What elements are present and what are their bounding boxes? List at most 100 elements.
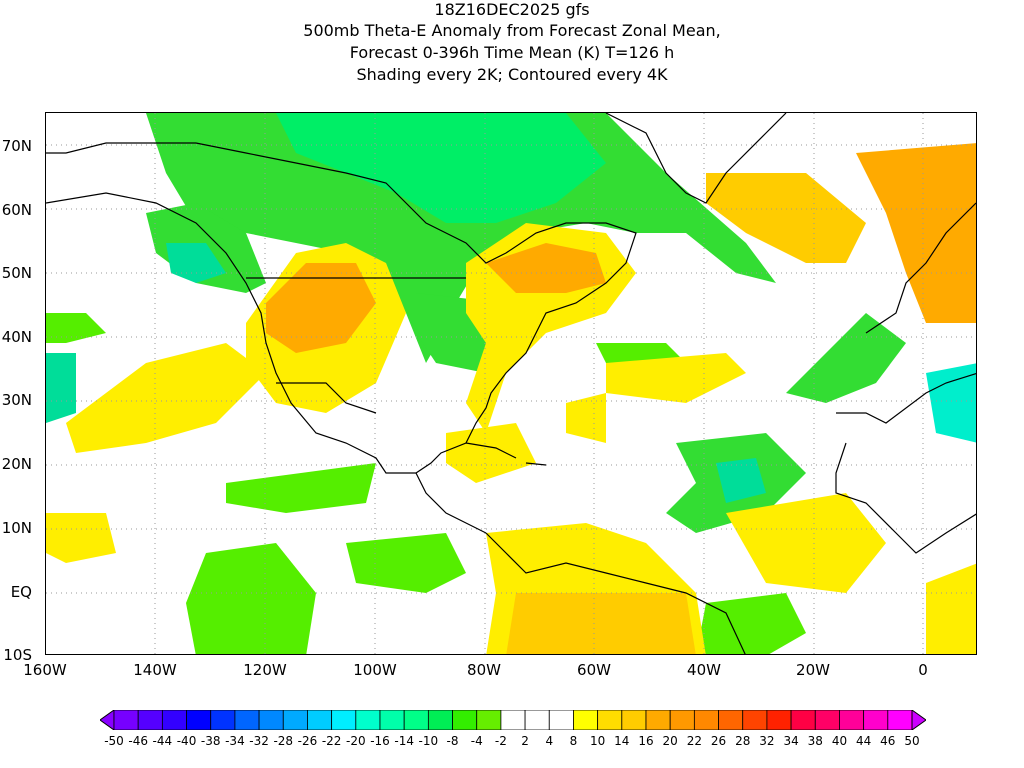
x-tick-label: 20W <box>796 661 830 679</box>
colorbar-label: -50 <box>104 734 124 748</box>
shade-region-samerica-green <box>696 593 806 654</box>
colorbar-label: -2 <box>494 734 507 748</box>
shade-region-atlantic-teal <box>716 458 766 503</box>
shade-region-iberia-green <box>786 313 906 403</box>
colorbar-label: -40 <box>176 734 197 748</box>
x-tick-label: 140W <box>133 661 177 679</box>
colorbar-swatch <box>452 710 478 730</box>
colorbar-swatch <box>814 710 840 730</box>
y-tick-label: 30N <box>1 391 32 409</box>
colorbar-swatch <box>258 710 284 730</box>
colorbar-swatch <box>113 710 139 730</box>
x-tick-label: 40W <box>687 661 721 679</box>
gridlines <box>46 113 976 654</box>
colorbar-label: 38 <box>807 734 823 748</box>
y-tick-label: 70N <box>1 137 32 155</box>
colorbar-label: 28 <box>735 734 751 748</box>
shade-region-pacific-yellow-1 <box>66 343 266 453</box>
x-tick-label: 100W <box>353 661 397 679</box>
colorbar-label: -4 <box>470 734 483 748</box>
colorbar-swatch <box>693 710 719 730</box>
shade-region-atlantic-yellow-1 <box>606 353 746 403</box>
shade-region-atlantic-yellow-3 <box>726 493 886 593</box>
y-tick-label: 10N <box>1 519 32 537</box>
shade-region-atlantic-orange <box>706 173 866 263</box>
colorbar-swatch <box>476 710 502 730</box>
coastline-cuba <box>465 442 517 459</box>
shade-region-gulf-yellow <box>446 423 536 483</box>
colorbar-label: 8 <box>569 734 578 748</box>
map-plot-area <box>45 112 977 655</box>
x-tick-label: 120W <box>243 661 287 679</box>
colorbar-label: -10 <box>418 734 439 748</box>
colorbar-swatch <box>621 710 647 730</box>
y-tick-label: 20N <box>1 455 32 473</box>
colorbar-label: -14 <box>394 734 414 748</box>
colorbar-swatch <box>766 710 792 730</box>
colorbar-swatch <box>161 710 187 730</box>
colorbar-swatch <box>234 710 260 730</box>
shade-region-pacific-green-4 <box>346 533 466 593</box>
colorbar-swatch <box>669 710 695 730</box>
shade-region-pacific-green-1 <box>46 313 106 343</box>
y-tick-label: EQ <box>10 583 32 601</box>
shade-region-ne-us-orange <box>486 243 606 293</box>
shade-region-samerica-orange <box>506 593 696 654</box>
coastline-central-america <box>415 472 487 534</box>
shade-region-europe-orange <box>856 143 976 323</box>
coastline-europe <box>865 202 976 334</box>
y-tick-label: 50N <box>1 264 32 282</box>
colorbar-swatch <box>573 710 599 730</box>
title-line-1: 18Z16DEC2025 gfs <box>434 0 590 19</box>
title-line-3: Forecast 0-396h Time Mean (K) T=126 h <box>349 43 675 62</box>
shade-region-canada-core <box>276 113 606 223</box>
colorbar-swatch <box>355 710 381 730</box>
colorbar-swatch <box>379 710 405 730</box>
colorbar-swatch <box>210 710 236 730</box>
colorbar-label: -26 <box>297 734 318 748</box>
colorbar-arrow-left <box>100 710 115 730</box>
colorbar-label: -16 <box>370 734 390 748</box>
coastline-greenland <box>605 113 787 204</box>
colorbar-label: 10 <box>589 734 606 748</box>
colorbar-label: 20 <box>662 734 678 748</box>
y-tick-label: 10S <box>3 646 32 664</box>
shade-region-africa-yellow <box>926 563 976 654</box>
x-tick-label: 80W <box>467 661 501 679</box>
shade-region-pacific-teal <box>46 353 76 423</box>
colorbar-swatch <box>403 710 429 730</box>
colorbar <box>100 710 926 730</box>
x-tick-label: 0 <box>918 661 928 679</box>
colorbar-label: 14 <box>614 734 630 748</box>
colorbar-label: 26 <box>710 734 727 748</box>
colorbar-label: 32 <box>759 734 775 748</box>
title-line-4: Shading every 2K; Contoured every 4K <box>356 65 668 84</box>
colorbar-swatch <box>427 710 453 730</box>
colorbar-swatch <box>331 710 357 730</box>
colorbar-swatch <box>887 710 913 730</box>
colorbar-swatch <box>186 710 212 730</box>
colorbar-label: -46 <box>128 734 148 748</box>
shade-region-pacific-green-2 <box>226 463 376 513</box>
colorbar-label: -44 <box>152 734 173 748</box>
colorbar-label: 4 <box>545 734 554 748</box>
x-tick-label: 160W <box>23 661 67 679</box>
colorbar-swatch <box>863 710 889 730</box>
colorbar-label: -22 <box>321 734 342 748</box>
colorbar-label: 50 <box>904 734 920 748</box>
shade-region-africa-teal <box>926 363 976 443</box>
shade-region-atlantic-yellow-2 <box>566 393 606 443</box>
colorbar-label: 2 <box>521 734 529 748</box>
y-tick-label: 60N <box>1 201 32 219</box>
colorbar-label: 44 <box>855 734 872 748</box>
coastline-hispaniola <box>525 462 547 466</box>
colorbar-swatch <box>742 710 768 730</box>
colorbar-label: 40 <box>831 734 848 748</box>
colorbar-label: 22 <box>686 734 702 748</box>
anomaly-shading <box>46 113 976 654</box>
colorbar-swatch <box>597 710 623 730</box>
colorbar-arrow-right <box>911 710 926 730</box>
us-mexico-border <box>276 382 377 414</box>
colorbar-swatch <box>137 710 163 730</box>
colorbar-swatch <box>282 710 308 730</box>
